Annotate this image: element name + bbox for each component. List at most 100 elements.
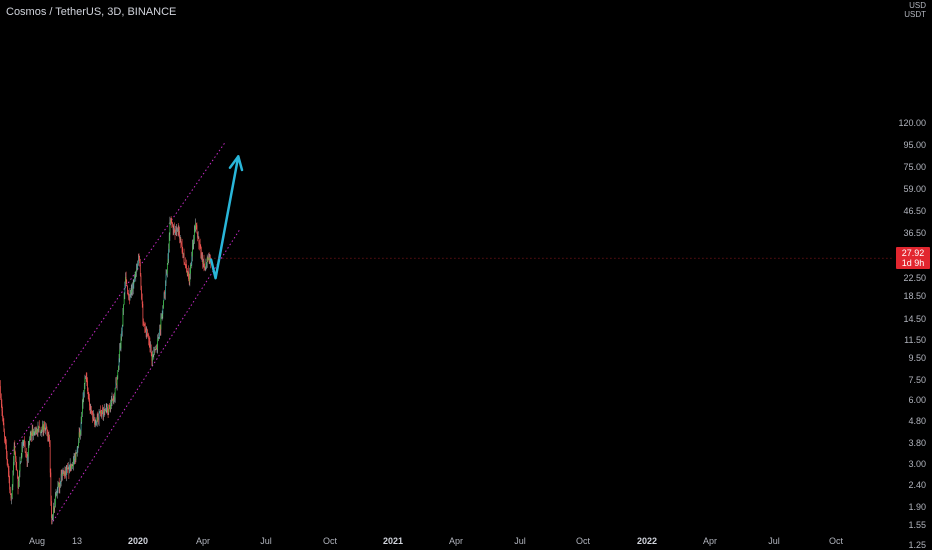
candle-body xyxy=(45,425,47,428)
candle-body xyxy=(60,473,62,482)
price-tick-label: 1.90 xyxy=(908,501,926,512)
candle-body xyxy=(75,453,77,460)
time-tick-label: 2021 xyxy=(382,536,404,546)
candle-body xyxy=(123,304,124,312)
candle-body xyxy=(79,432,81,435)
candle-body xyxy=(24,439,25,443)
candle-body xyxy=(127,293,129,295)
candle-body xyxy=(147,335,149,337)
candle-body xyxy=(194,229,196,231)
candle-body xyxy=(143,324,145,326)
candle-body xyxy=(29,435,31,439)
candle-body xyxy=(167,259,169,264)
candle-body xyxy=(193,230,195,240)
channel-lower-line[interactable] xyxy=(52,229,241,522)
candle-body xyxy=(144,325,146,329)
candle-body xyxy=(6,445,7,454)
candle-body xyxy=(33,432,35,434)
candle-body xyxy=(48,434,50,438)
candle-body xyxy=(76,447,78,453)
candle-body xyxy=(21,446,23,457)
candle-body xyxy=(109,407,111,409)
candle-body xyxy=(192,242,194,246)
candle-body xyxy=(209,257,211,262)
candle-body xyxy=(58,482,60,488)
candle-body xyxy=(35,429,37,434)
candle-body xyxy=(183,253,185,263)
channel-upper-line[interactable] xyxy=(9,142,225,455)
time-tick-label: Jul xyxy=(768,536,780,546)
candle-body xyxy=(103,410,105,412)
candle-body xyxy=(134,275,136,279)
price-tick-label: 1.55 xyxy=(908,520,926,531)
candle-body xyxy=(155,348,157,350)
candle-body xyxy=(36,429,38,434)
candle-body xyxy=(46,429,48,436)
candle-body xyxy=(204,266,205,268)
candle-body xyxy=(161,317,162,319)
candle-body xyxy=(44,427,46,429)
time-tick-label: Oct xyxy=(828,536,844,546)
price-tick-label: 14.50 xyxy=(903,313,926,324)
candle-body xyxy=(96,421,97,423)
candle-body xyxy=(148,339,150,344)
candle-body xyxy=(193,239,195,243)
candle-body xyxy=(174,228,175,232)
candle-body xyxy=(190,265,192,266)
candle-body xyxy=(42,425,44,431)
candle-body xyxy=(58,482,59,487)
candle-body xyxy=(4,436,6,442)
candle-body xyxy=(186,272,188,275)
candle-body xyxy=(197,232,198,238)
candle-body xyxy=(145,331,147,333)
candle-body xyxy=(105,409,107,411)
candle-body xyxy=(101,411,103,413)
candle-body xyxy=(119,348,121,350)
candle-body xyxy=(168,234,170,250)
candle-body xyxy=(174,231,176,235)
candle-body xyxy=(98,412,100,420)
candle-body xyxy=(130,290,132,293)
candle-body xyxy=(41,429,43,431)
candle-body xyxy=(24,442,26,452)
candle-body xyxy=(65,469,67,476)
candle-body xyxy=(85,377,87,379)
candle-body xyxy=(23,439,25,441)
candle-body xyxy=(86,378,88,381)
candle-body xyxy=(49,437,50,444)
price-axis[interactable]: USD USDT 120.00 95.00 75.00 59.00 46.50 36.50… xyxy=(892,0,932,550)
forecast-arrow[interactable] xyxy=(209,155,240,280)
candle-body xyxy=(154,349,156,350)
candle-body xyxy=(139,263,141,276)
candle-body xyxy=(176,229,178,232)
candle-body xyxy=(118,366,119,371)
candle-body xyxy=(201,255,203,259)
candle-body xyxy=(172,225,174,230)
candle-body xyxy=(22,442,23,447)
candle-body xyxy=(208,258,210,262)
candle-body xyxy=(0,398,2,405)
candle-body xyxy=(59,483,61,488)
candle-body xyxy=(161,313,163,318)
candle-body xyxy=(119,349,121,359)
candle-body xyxy=(143,321,144,325)
candle-body xyxy=(30,432,32,436)
candle-body xyxy=(57,486,59,493)
price-tick-label: 59.00 xyxy=(903,184,926,195)
time-tick-label: Apr xyxy=(195,536,211,546)
candle-body xyxy=(166,263,168,274)
candle-body xyxy=(171,222,173,223)
candle-body xyxy=(121,325,123,332)
candle-body xyxy=(67,467,69,469)
candle-body xyxy=(201,252,202,259)
candle-body xyxy=(116,383,117,386)
candle-body xyxy=(84,377,86,384)
chart-title: Cosmos / TetherUS, 3D, BINANCE xyxy=(6,6,177,18)
candle-body xyxy=(163,292,165,301)
candle-body xyxy=(138,255,140,257)
candle-body xyxy=(6,453,8,461)
candle-body xyxy=(175,232,177,235)
candle-body xyxy=(39,427,41,432)
candle-body xyxy=(45,425,47,430)
